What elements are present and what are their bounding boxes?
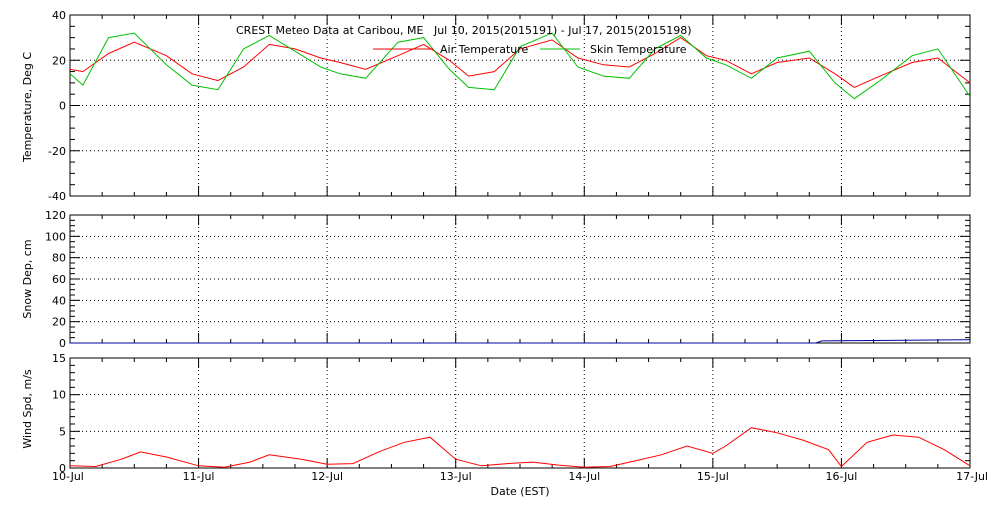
skin-temperature-line — [69, 32, 971, 100]
x-tick-labels: 10-Jul 11-Jul 12-Jul 13-Jul 14-Jul 15-Jul 16-J… — [52, 470, 988, 483]
series-layer — [69, 32, 971, 468]
x-tick-label: 14-Jul — [568, 470, 600, 483]
x-tick-label: 16-Jul — [825, 470, 857, 483]
x-tick-label: 15-Jul — [697, 470, 729, 483]
y-tick-label: 120 — [45, 209, 66, 222]
y-tick-label: 100 — [45, 230, 66, 243]
wind-speed-line — [69, 427, 971, 468]
y-tick-label: 15 — [52, 352, 66, 365]
snow-depth-line — [70, 339, 970, 344]
grid-layer — [70, 15, 970, 468]
temperature-ylabel: Temperature, Deg C — [21, 52, 34, 163]
y-tick-label: 40 — [52, 294, 66, 307]
snow-depth-ylabel: Snow Dep, cm — [21, 239, 34, 318]
x-axis-label: Date (EST) — [490, 485, 549, 498]
y-tick-label: 20 — [52, 54, 66, 67]
air-temperature-line — [69, 37, 971, 88]
y-tick-label: 20 — [52, 316, 66, 329]
y-tick-label: 0 — [59, 337, 66, 350]
y-tick-label: 10 — [52, 389, 66, 402]
y-tick-label: 80 — [52, 252, 66, 265]
y-tick-label: -20 — [48, 145, 66, 158]
x-tick-label: 13-Jul — [440, 470, 472, 483]
chart-title: CREST Meteo Data at Caribou, ME Jul 10, … — [236, 24, 692, 37]
x-tick-label: 12-Jul — [311, 470, 343, 483]
legend-skin-label: Skin Temperature — [590, 43, 687, 56]
x-tick-label: 10-Jul — [52, 470, 84, 483]
y-tick-label: 0 — [59, 462, 66, 475]
y-tick-label: 60 — [52, 273, 66, 286]
x-tick-label: 17-Jul — [956, 470, 988, 483]
legend: Air Temperature Skin Temperature — [373, 43, 687, 56]
x-tick-label: 11-Jul — [183, 470, 215, 483]
y-tick-label: 40 — [52, 9, 66, 22]
y-tick-label: 5 — [59, 425, 66, 438]
y-tick-labels: -40 -20 0 20 40 0 20 40 60 80 100 120 0 5 10 15 — [45, 9, 66, 475]
legend-air-label: Air Temperature — [440, 43, 529, 56]
y-tick-label: -40 — [48, 190, 66, 203]
tick-layer — [69, 14, 971, 469]
y-tick-label: 0 — [59, 100, 66, 113]
wind-speed-ylabel: Wind Spd, m/s — [21, 369, 34, 449]
